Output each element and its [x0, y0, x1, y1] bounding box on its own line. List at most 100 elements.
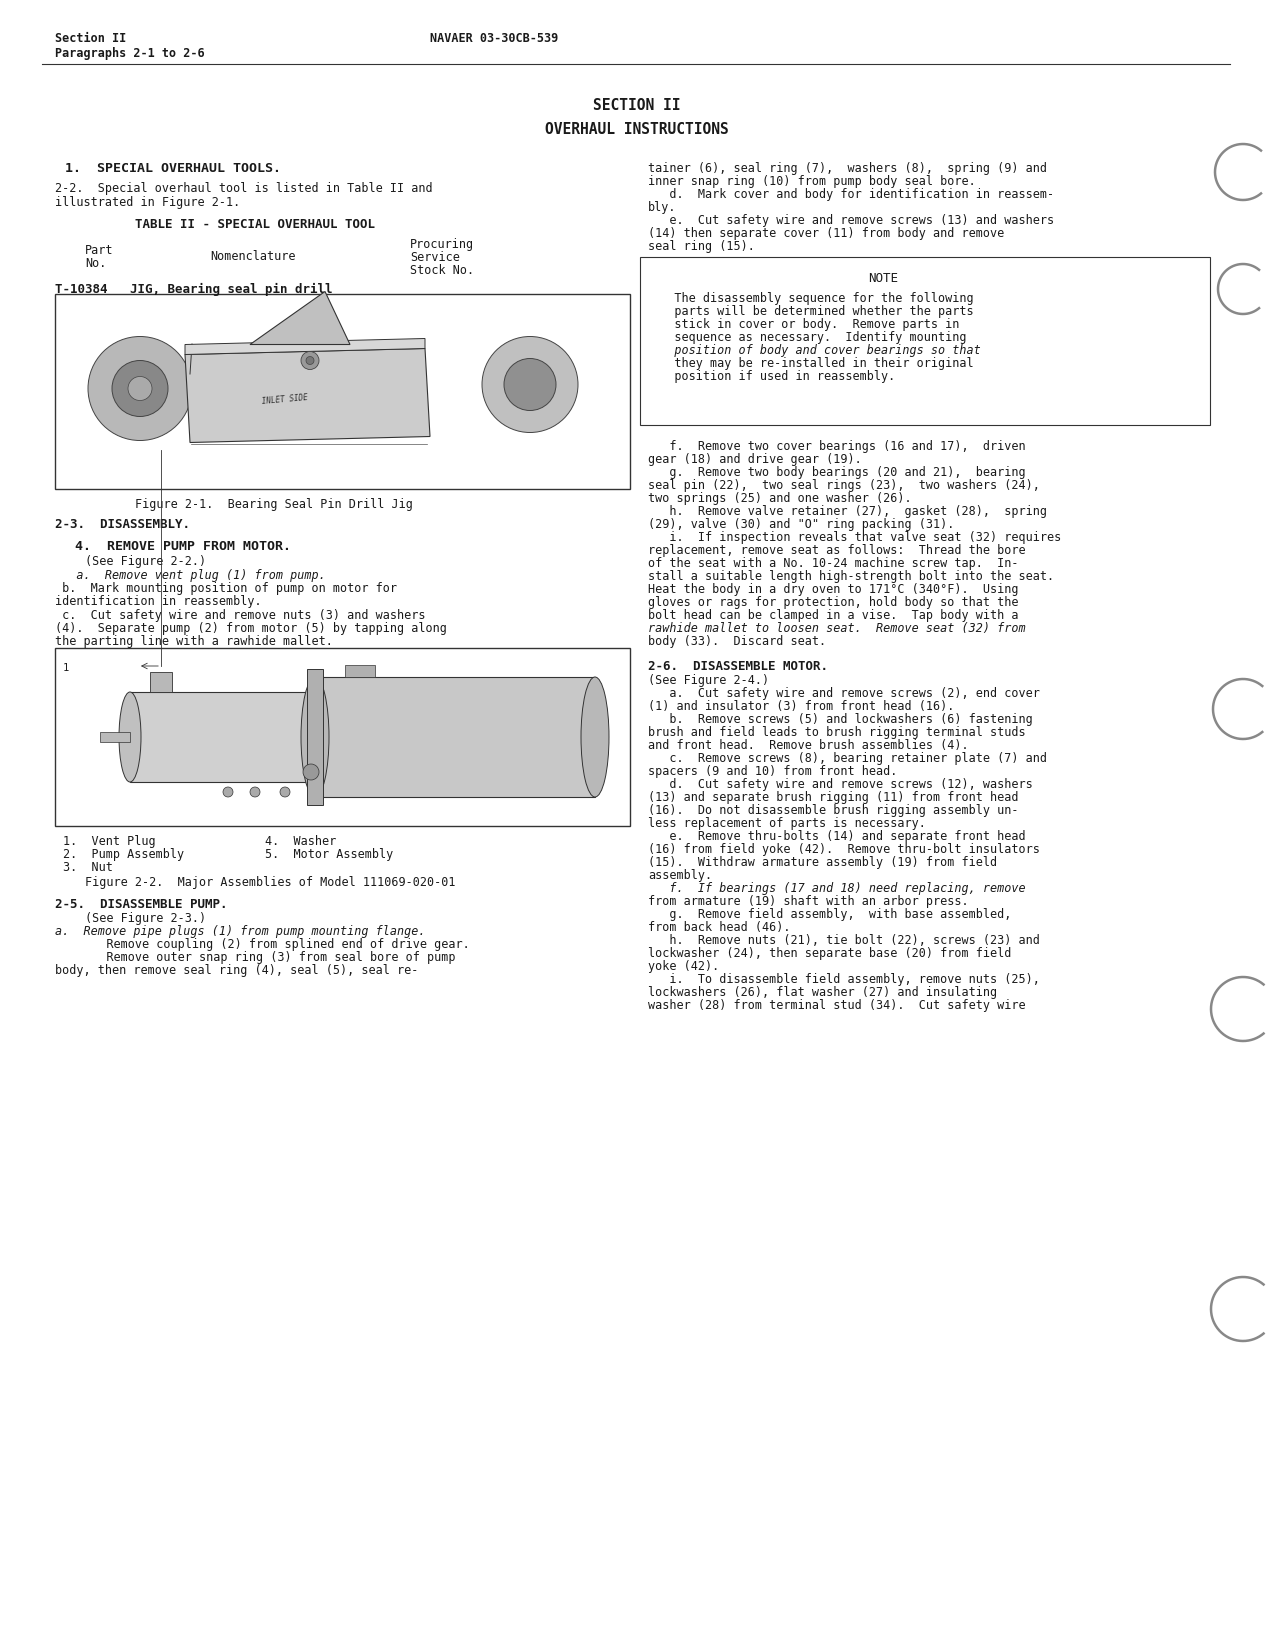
Circle shape	[482, 338, 578, 433]
Text: replacement, remove seat as follows:  Thread the bore: replacement, remove seat as follows: Thr…	[648, 544, 1025, 557]
Text: gloves or rags for protection, hold body so that the: gloves or rags for protection, hold body…	[648, 595, 1019, 608]
Text: washer (28) from terminal stud (34).  Cut safety wire: washer (28) from terminal stud (34). Cut…	[648, 999, 1025, 1012]
Bar	[315, 677, 595, 798]
Text: (15).  Withdraw armature assembly (19) from field: (15). Withdraw armature assembly (19) fr…	[648, 855, 997, 868]
Text: 4.  REMOVE PUMP FROM MOTOR.: 4. REMOVE PUMP FROM MOTOR.	[75, 539, 291, 552]
Ellipse shape	[301, 677, 329, 798]
Text: (See Figure 2-2.): (See Figure 2-2.)	[85, 555, 207, 567]
Text: i.  If inspection reveals that valve seat (32) requires: i. If inspection reveals that valve seat…	[648, 531, 1061, 544]
Text: position if used in reassembly.: position if used in reassembly.	[653, 369, 895, 382]
Text: 5.  Motor Assembly: 5. Motor Assembly	[265, 847, 393, 860]
Text: a.  Remove vent plug (1) from pump.: a. Remove vent plug (1) from pump.	[55, 569, 325, 582]
Text: 1.  SPECIAL OVERHAUL TOOLS.: 1. SPECIAL OVERHAUL TOOLS.	[65, 162, 280, 175]
Text: illustrated in Figure 2-1.: illustrated in Figure 2-1.	[55, 196, 240, 209]
Circle shape	[306, 358, 314, 366]
Text: g.  Remove field assembly,  with base assembled,: g. Remove field assembly, with base asse…	[648, 908, 1011, 921]
Text: b.  Mark mounting position of pump on motor for: b. Mark mounting position of pump on mot…	[55, 582, 397, 595]
Text: they may be re-installed in their original: they may be re-installed in their origin…	[653, 356, 974, 369]
Text: OVERHAUL INSTRUCTIONS: OVERHAUL INSTRUCTIONS	[546, 122, 729, 137]
Text: (See Figure 2-3.): (See Figure 2-3.)	[85, 911, 207, 925]
Text: f.  Remove two cover bearings (16 and 17),  driven: f. Remove two cover bearings (16 and 17)…	[648, 440, 1025, 453]
Text: (16) from field yoke (42).  Remove thru-bolt insulators: (16) from field yoke (42). Remove thru-b…	[648, 842, 1040, 855]
Text: NAVAER 03-30CB-539: NAVAER 03-30CB-539	[430, 31, 558, 44]
Text: Procuring: Procuring	[411, 237, 474, 250]
Circle shape	[112, 361, 168, 417]
Text: a.  Remove pipe plugs (1) from pump mounting flange.: a. Remove pipe plugs (1) from pump mount…	[55, 925, 426, 938]
Text: yoke (42).: yoke (42).	[648, 959, 719, 972]
Text: from armature (19) shaft with an arbor press.: from armature (19) shaft with an arbor p…	[648, 895, 969, 908]
Text: f.  If bearings (17 and 18) need replacing, remove: f. If bearings (17 and 18) need replacin…	[648, 882, 1025, 895]
Text: The disassembly sequence for the following: The disassembly sequence for the followi…	[653, 292, 974, 305]
Text: 1.  Vent Plug: 1. Vent Plug	[62, 834, 156, 847]
Text: tainer (6), seal ring (7),  washers (8),  spring (9) and: tainer (6), seal ring (7), washers (8), …	[648, 162, 1047, 175]
Polygon shape	[185, 339, 425, 356]
Text: d.  Mark cover and body for identification in reassem-: d. Mark cover and body for identificatio…	[648, 188, 1054, 201]
Text: parts will be determined whether the parts: parts will be determined whether the par…	[653, 305, 974, 318]
Text: INLET SIDE: INLET SIDE	[261, 392, 309, 405]
Text: from back head (46).: from back head (46).	[648, 921, 790, 933]
Text: T-10384   JIG, Bearing seal pin drill: T-10384 JIG, Bearing seal pin drill	[55, 283, 333, 297]
Text: lockwashers (26), flat washer (27) and insulating: lockwashers (26), flat washer (27) and i…	[648, 986, 997, 999]
Text: c.  Cut safety wire and remove nuts (3) and washers: c. Cut safety wire and remove nuts (3) a…	[55, 608, 426, 621]
Text: (16).  Do not disassemble brush rigging assembly un-: (16). Do not disassemble brush rigging a…	[648, 804, 1019, 816]
Polygon shape	[250, 292, 351, 346]
Text: g.  Remove two body bearings (20 and 21),  bearing: g. Remove two body bearings (20 and 21),…	[648, 466, 1025, 478]
Text: seal ring (15).: seal ring (15).	[648, 241, 755, 252]
Text: 1: 1	[62, 662, 69, 672]
Bar	[99, 733, 130, 743]
Text: stick in cover or body.  Remove parts in: stick in cover or body. Remove parts in	[653, 318, 959, 331]
Ellipse shape	[119, 692, 142, 783]
Bar	[55, 649, 630, 827]
Text: Part: Part	[85, 244, 113, 257]
Circle shape	[88, 338, 193, 442]
Text: stall a suitable length high-strength bolt into the seat.: stall a suitable length high-strength bo…	[648, 570, 1054, 583]
Text: 2-2.  Special overhaul tool is listed in Table II and: 2-2. Special overhaul tool is listed in …	[55, 181, 432, 194]
Text: 2.  Pump Assembly: 2. Pump Assembly	[62, 847, 184, 860]
Circle shape	[223, 788, 233, 798]
Text: sequence as necessary.  Identify mounting: sequence as necessary. Identify mounting	[653, 331, 966, 344]
Text: Section II: Section II	[55, 31, 126, 44]
Text: brush and field leads to brush rigging terminal studs: brush and field leads to brush rigging t…	[648, 725, 1025, 738]
Text: TABLE II - SPECIAL OVERHAUL TOOL: TABLE II - SPECIAL OVERHAUL TOOL	[135, 218, 375, 231]
Text: position of body and cover bearings so that: position of body and cover bearings so t…	[653, 344, 980, 356]
Circle shape	[303, 765, 319, 781]
Text: inner snap ring (10) from pump body seal bore.: inner snap ring (10) from pump body seal…	[648, 175, 975, 188]
Text: (29), valve (30) and "O" ring packing (31).: (29), valve (30) and "O" ring packing (3…	[648, 517, 955, 531]
Text: h.  Remove valve retainer (27),  gasket (28),  spring: h. Remove valve retainer (27), gasket (2…	[648, 504, 1047, 517]
Text: two springs (25) and one washer (26).: two springs (25) and one washer (26).	[648, 491, 912, 504]
Text: Figure 2-1.  Bearing Seal Pin Drill Jig: Figure 2-1. Bearing Seal Pin Drill Jig	[135, 498, 413, 511]
Text: e.  Cut safety wire and remove screws (13) and washers: e. Cut safety wire and remove screws (13…	[648, 214, 1054, 227]
Bar	[346, 666, 375, 677]
Text: seal pin (22),  two seal rings (23),  two washers (24),: seal pin (22), two seal rings (23), two …	[648, 478, 1040, 491]
Text: e.  Remove thru-bolts (14) and separate front head: e. Remove thru-bolts (14) and separate f…	[648, 829, 1025, 842]
Text: 2-6.  DISASSEMBLE MOTOR.: 2-6. DISASSEMBLE MOTOR.	[648, 659, 827, 672]
Text: d.  Cut safety wire and remove screws (12), washers: d. Cut safety wire and remove screws (12…	[648, 778, 1033, 791]
Text: (See Figure 2-4.): (See Figure 2-4.)	[648, 674, 769, 687]
Text: i.  To disassemble field assembly, remove nuts (25),: i. To disassemble field assembly, remove…	[648, 972, 1040, 986]
Text: Figure 2-2.  Major Assemblies of Model 111069-020-01: Figure 2-2. Major Assemblies of Model 11…	[85, 875, 455, 888]
Circle shape	[301, 353, 319, 371]
Polygon shape	[185, 349, 430, 443]
Text: body, then remove seal ring (4), seal (5), seal re-: body, then remove seal ring (4), seal (5…	[55, 964, 418, 976]
Text: 2-5.  DISASSEMBLE PUMP.: 2-5. DISASSEMBLE PUMP.	[55, 898, 227, 910]
Text: gear (18) and drive gear (19).: gear (18) and drive gear (19).	[648, 453, 862, 466]
Text: Remove coupling (2) from splined end of drive gear.: Remove coupling (2) from splined end of …	[85, 938, 469, 951]
Text: Nomenclature: Nomenclature	[210, 250, 296, 262]
Text: No.: No.	[85, 257, 106, 270]
Circle shape	[504, 359, 556, 412]
Text: 3.  Nut: 3. Nut	[62, 860, 113, 873]
Text: (14) then separate cover (11) from body and remove: (14) then separate cover (11) from body …	[648, 227, 1005, 241]
Bar	[130, 692, 307, 783]
Text: 4.  Washer: 4. Washer	[265, 834, 337, 847]
Text: less replacement of parts is necessary.: less replacement of parts is necessary.	[648, 816, 926, 829]
Circle shape	[250, 788, 260, 798]
Text: body (33).  Discard seat.: body (33). Discard seat.	[648, 634, 826, 648]
Text: 2-3.  DISASSEMBLY.: 2-3. DISASSEMBLY.	[55, 517, 190, 531]
Text: identification in reassembly.: identification in reassembly.	[55, 595, 261, 608]
Text: NOTE: NOTE	[868, 272, 898, 285]
Text: c.  Remove screws (8), bearing retainer plate (7) and: c. Remove screws (8), bearing retainer p…	[648, 751, 1047, 765]
Text: of the seat with a No. 10-24 machine screw tap.  In-: of the seat with a No. 10-24 machine scr…	[648, 557, 1019, 570]
Text: a.  Cut safety wire and remove screws (2), end cover: a. Cut safety wire and remove screws (2)…	[648, 687, 1040, 699]
Text: and front head.  Remove brush assemblies (4).: and front head. Remove brush assemblies …	[648, 738, 969, 751]
Text: assembly.: assembly.	[648, 868, 713, 882]
